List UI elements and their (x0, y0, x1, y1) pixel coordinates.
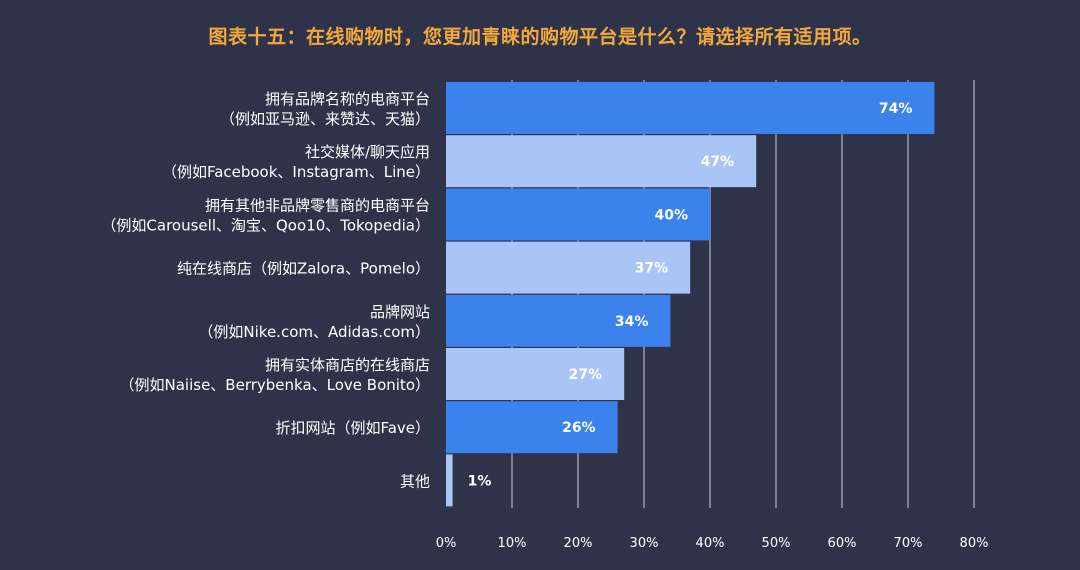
x-tick-label: 30% (630, 536, 659, 551)
data-label: 27% (569, 367, 603, 383)
x-tick-label: 10% (498, 536, 527, 551)
category-label: 拥有其他非品牌零售商的电商平台 (205, 196, 430, 214)
bar (446, 294, 671, 347)
category-label: 其他 (400, 472, 430, 490)
bar (446, 82, 935, 134)
category-label: 拥有实体商店的在线商店 (265, 356, 430, 374)
category-label: 纯在线商店（例如Zalora、Pomelo） (177, 260, 430, 278)
bar (446, 241, 691, 294)
bar (446, 188, 710, 241)
data-label: 34% (615, 314, 649, 330)
bar (446, 401, 618, 454)
bar (446, 348, 625, 400)
x-tick-label: 20% (564, 536, 593, 551)
category-label: 品牌网站 (370, 303, 430, 321)
x-tick-label: 70% (894, 536, 923, 551)
data-label: 47% (701, 154, 735, 170)
category-label: （例如Facebook、Instagram、Line） (162, 163, 430, 181)
chart-title: 图表十五：在线购物时，您更加青睐的购物平台是什么？请选择所有适用项。 (208, 26, 872, 48)
category-label: （例如Nike.com、Adidas.com） (198, 323, 430, 341)
x-tick-label: 80% (960, 536, 989, 551)
bar (446, 135, 757, 188)
x-tick-label: 50% (762, 536, 791, 551)
bar (446, 454, 453, 507)
category-label: （例如Naiise、Berrybenka、Love Bonito） (120, 376, 430, 394)
category-label: （例如Carousell、淘宝、Qoo10、Tokopedia） (101, 216, 430, 234)
data-label: 37% (635, 261, 669, 277)
category-label: 社交媒体/聊天应用 (305, 143, 430, 161)
x-tick-label: 40% (696, 536, 725, 551)
data-label: 26% (562, 420, 596, 436)
data-label: 74% (879, 101, 913, 117)
data-label: 1% (468, 473, 492, 489)
category-label: 折扣网站（例如Fave） (275, 419, 430, 437)
category-label: （例如亚马逊、来赞达、天猫） (220, 110, 430, 128)
data-label: 40% (654, 207, 688, 223)
x-tick-label: 60% (828, 536, 857, 551)
category-label: 拥有品牌名称的电商平台 (265, 90, 430, 108)
x-tick-label: 0% (436, 536, 457, 551)
